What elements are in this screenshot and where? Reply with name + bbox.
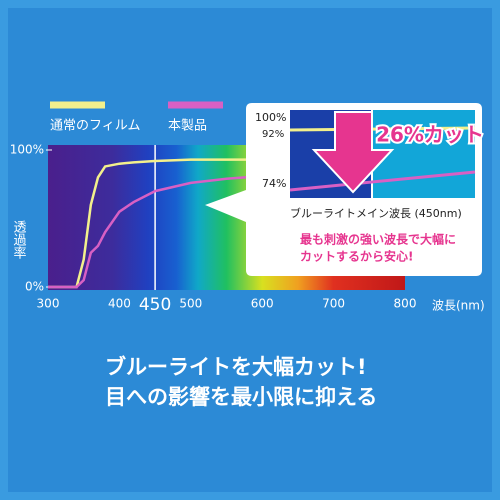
note: 最も刺激の強い波長で大幅に bbox=[300, 232, 456, 247]
x-tick-label: 800 bbox=[394, 297, 417, 311]
badge: 26%カット bbox=[376, 123, 484, 147]
y-tick-label: 100% bbox=[10, 143, 44, 157]
headline: ブルーライトを大幅カット! bbox=[105, 355, 367, 379]
note: カットするから安心! bbox=[300, 249, 413, 264]
x-tick-label: 400 bbox=[108, 297, 131, 311]
legend-label: 本製品 bbox=[168, 119, 207, 134]
inset-label: 92% bbox=[262, 129, 284, 140]
inset-label: 100% bbox=[255, 111, 286, 124]
headline: 目への影響を最小限に抑える bbox=[105, 385, 377, 409]
legend-label: 通常のフィルム bbox=[50, 119, 140, 134]
callout: 100% 92% 74% 26%カット ブルーライトメイン波長 (450nm) … bbox=[205, 103, 486, 276]
arrow bbox=[311, 111, 395, 194]
caption: ブルーライトメイン波長 (450nm) bbox=[290, 206, 462, 220]
y-axis-label: 透過率 bbox=[11, 220, 27, 259]
x-axis-label: 波長(nm) bbox=[432, 299, 485, 313]
x-tick-label: 600 bbox=[251, 297, 274, 311]
y-tick-label: 0% bbox=[25, 280, 44, 294]
inset-label: 74% bbox=[262, 177, 286, 190]
x-tick-label: 500 bbox=[179, 297, 202, 311]
inset-product-line bbox=[289, 170, 476, 192]
x-tick-label: 450 bbox=[139, 295, 171, 315]
inset-film-line bbox=[289, 126, 476, 132]
x-tick-label: 700 bbox=[322, 297, 345, 311]
x-tick-label: 300 bbox=[37, 297, 60, 311]
